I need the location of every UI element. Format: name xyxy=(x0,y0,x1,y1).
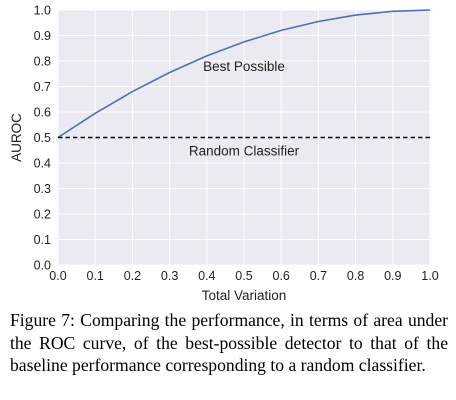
annotations: Best Possible Random Classifier xyxy=(189,59,300,158)
x-tick-label: 0.2 xyxy=(124,269,141,283)
y-tick-label: 0.9 xyxy=(34,29,51,43)
y-tick-label: 0.7 xyxy=(34,80,51,94)
y-tick-label: 0.1 xyxy=(34,233,51,247)
auroc-chart: 0.0 0.1 0.2 0.3 0.4 0.5 0.6 0.7 0.8 0.9 1.0 0.0 0.1… xyxy=(9,4,439,304)
y-tick-labels: 0.0 0.1 0.2 0.3 0.4 0.5 0.6 0.7 0.8 0.9 1.0 xyxy=(34,4,51,273)
best-possible-annotation: Best Possible xyxy=(203,59,285,74)
x-tick-label: 0.7 xyxy=(310,269,327,283)
x-tick-label: 0.5 xyxy=(235,269,252,283)
y-tick-label: 0.8 xyxy=(34,55,51,69)
y-tick-label: 1.0 xyxy=(34,4,51,18)
figure-caption: Figure 7: Comparing the performance, in … xyxy=(10,310,448,375)
x-tick-label: 0.3 xyxy=(161,269,178,283)
best-possible-curve xyxy=(57,9,431,139)
x-tick-label: 1.0 xyxy=(421,269,438,283)
y-tick-label: 0.6 xyxy=(34,106,51,120)
series-layer xyxy=(57,9,431,139)
y-tick-label: 0.3 xyxy=(34,182,51,196)
y-gridlines xyxy=(58,9,430,266)
x-tick-labels: 0.0 0.1 0.2 0.3 0.4 0.5 0.6 0.7 0.8 0.9 1.0 xyxy=(49,269,438,283)
x-tick-label: 0.0 xyxy=(49,269,66,283)
y-axis-label: AUROC xyxy=(9,113,24,162)
x-tick-label: 0.6 xyxy=(273,269,290,283)
y-tick-label: 0.2 xyxy=(34,208,51,222)
x-tick-label: 0.1 xyxy=(87,269,104,283)
random-classifier-annotation: Random Classifier xyxy=(189,143,300,158)
x-axis-label: Total Variation xyxy=(202,288,287,303)
x-tick-label: 0.4 xyxy=(198,269,215,283)
x-tick-label: 0.8 xyxy=(347,269,364,283)
x-tick-label: 0.9 xyxy=(384,269,401,283)
y-tick-label: 0.0 xyxy=(34,259,51,273)
y-tick-label: 0.4 xyxy=(34,157,51,171)
y-tick-label: 0.5 xyxy=(34,131,51,145)
